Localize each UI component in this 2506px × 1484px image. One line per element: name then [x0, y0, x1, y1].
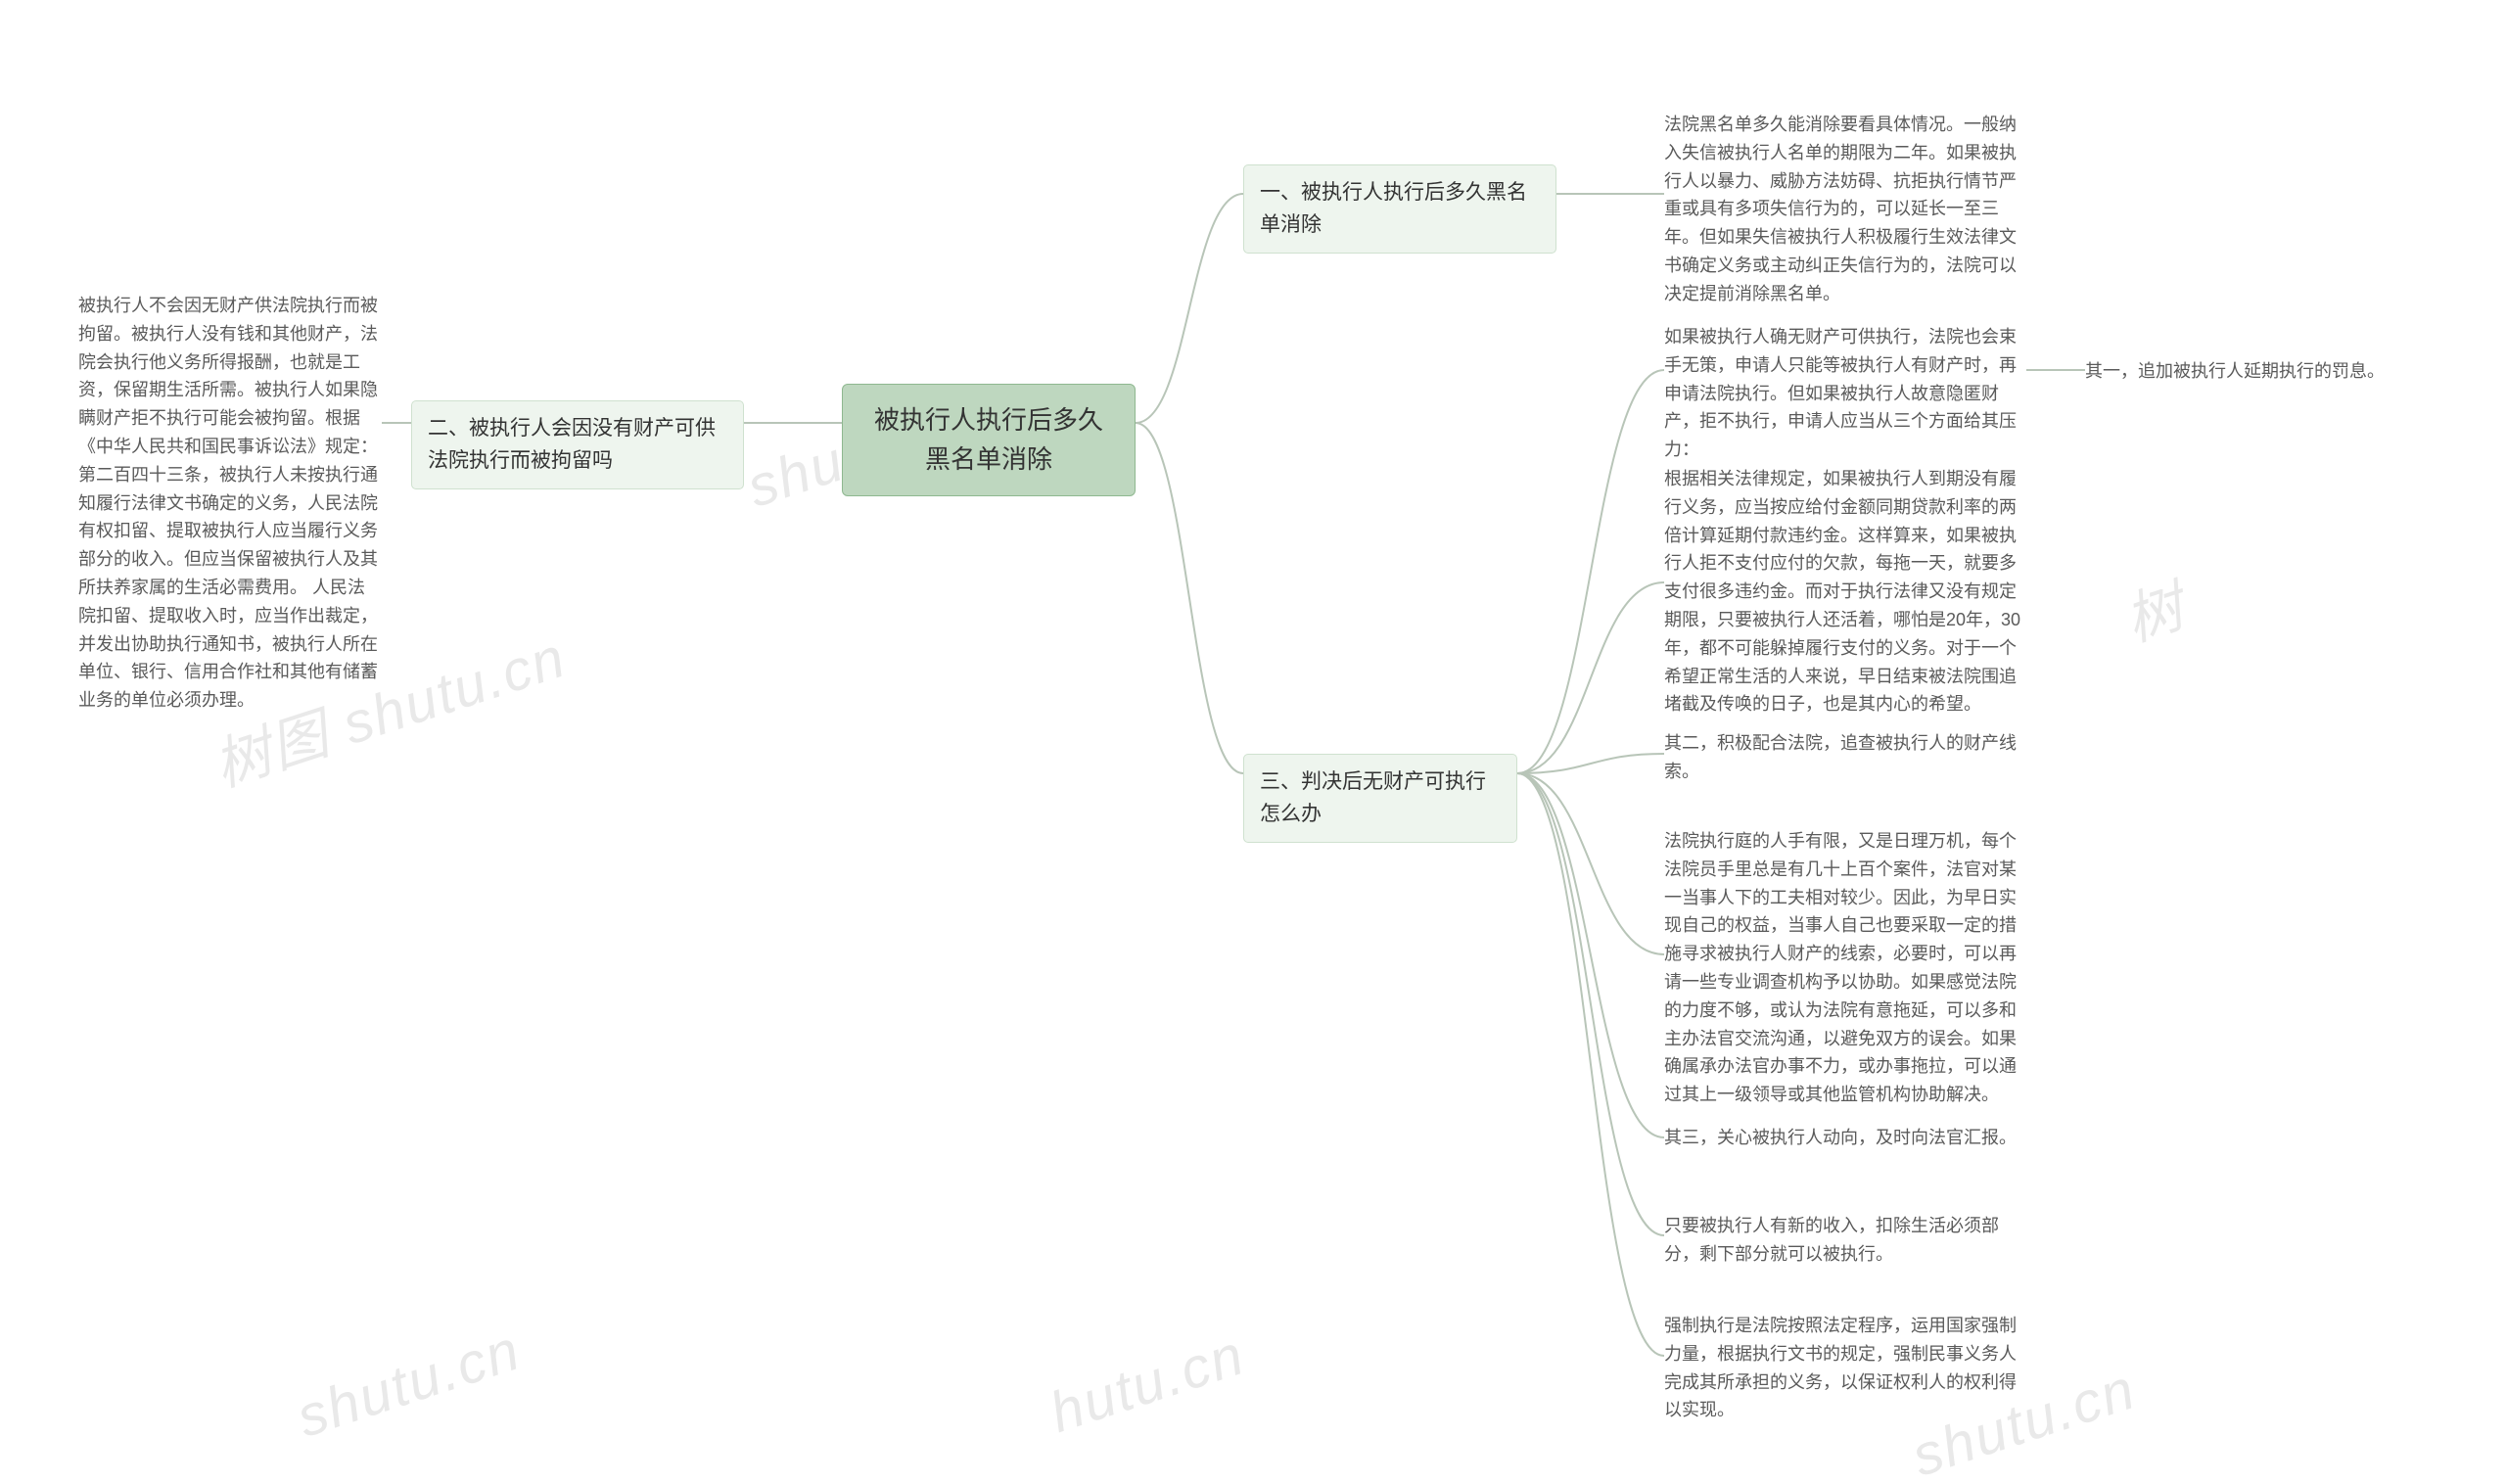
watermark: hutu.cn: [1043, 1322, 1253, 1446]
root-node: 被执行人执行后多久黑名单消除: [842, 384, 1136, 496]
branch-section-3: 三、判决后无财产可执行怎么办: [1243, 754, 1517, 843]
leaf-section-3-item-2: 其二，积极配合法院，追查被执行人的财产线索。: [1664, 729, 2026, 786]
leaf-section-3-item-6: 强制执行是法院按照法定程序，运用国家强制力量，根据执行文书的规定，强制民事义务人…: [1664, 1312, 2026, 1424]
watermark: shutu.cn: [289, 1317, 528, 1450]
leaf-section-1-body: 法院黑名单多久能消除要看具体情况。一般纳入失信被执行人名单的期限为二年。如果被执…: [1664, 111, 2026, 308]
leaf-section-3-item-0-sub: 其一，追加被执行人延期执行的罚息。: [2085, 357, 2389, 386]
leaf-section-3-item-1: 根据相关法律规定，如果被执行人到期没有履行义务，应当按应给付金额同期贷款利率的两…: [1664, 465, 2026, 719]
leaf-section-3-item-3: 法院执行庭的人手有限，又是日理万机，每个法院员手里总是有几十上百个案件，法官对某…: [1664, 827, 2026, 1109]
leaf-section-2-body: 被执行人不会因无财产供法院执行而被拘留。被执行人没有钱和其他财产，法院会执行他义…: [78, 292, 382, 715]
leaf-section-3-item-5: 只要被执行人有新的收入，扣除生活必须部分，剩下部分就可以被执行。: [1664, 1212, 2026, 1269]
branch-section-2: 二、被执行人会因没有财产可供法院执行而被拘留吗: [411, 400, 744, 489]
leaf-section-3-item-0: 如果被执行人确无财产可供执行，法院也会束手无策，申请人只能等被执行人有财产时，再…: [1664, 323, 2026, 464]
leaf-section-3-item-4: 其三，关心被执行人动向，及时向法官汇报。: [1664, 1124, 2026, 1152]
watermark: 树: [2112, 561, 2194, 657]
branch-section-1: 一、被执行人执行后多久黑名单消除: [1243, 164, 1556, 254]
